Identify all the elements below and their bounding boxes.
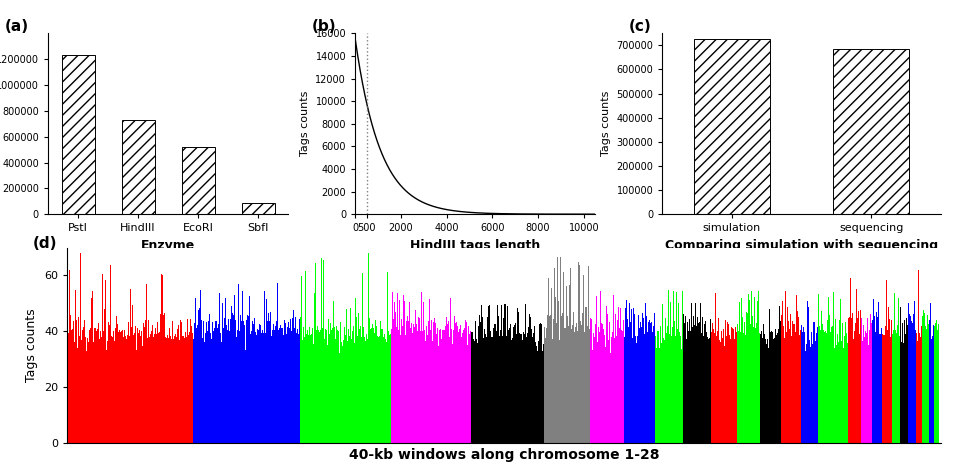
Bar — [122, 120, 155, 214]
X-axis label: HindIII tags length: HindIII tags length — [410, 239, 540, 252]
Y-axis label: Tags counts: Tags counts — [300, 91, 310, 157]
Text: (a): (a) — [5, 19, 29, 34]
Y-axis label: Tags counts: Tags counts — [601, 91, 611, 157]
Text: (d): (d) — [33, 236, 57, 251]
Bar — [833, 49, 909, 214]
Bar — [61, 55, 94, 214]
Bar — [694, 40, 770, 214]
X-axis label: Enzyme: Enzyme — [141, 239, 195, 252]
Y-axis label: Tags counts: Tags counts — [26, 308, 38, 382]
X-axis label: 40-kb windows along chromosome 1-28: 40-kb windows along chromosome 1-28 — [348, 448, 660, 462]
Text: (c): (c) — [629, 19, 652, 34]
X-axis label: Comparing simulation with sequencing: Comparing simulation with sequencing — [665, 239, 938, 252]
Bar — [242, 203, 275, 214]
Text: (b): (b) — [312, 19, 337, 34]
Bar — [181, 147, 214, 214]
